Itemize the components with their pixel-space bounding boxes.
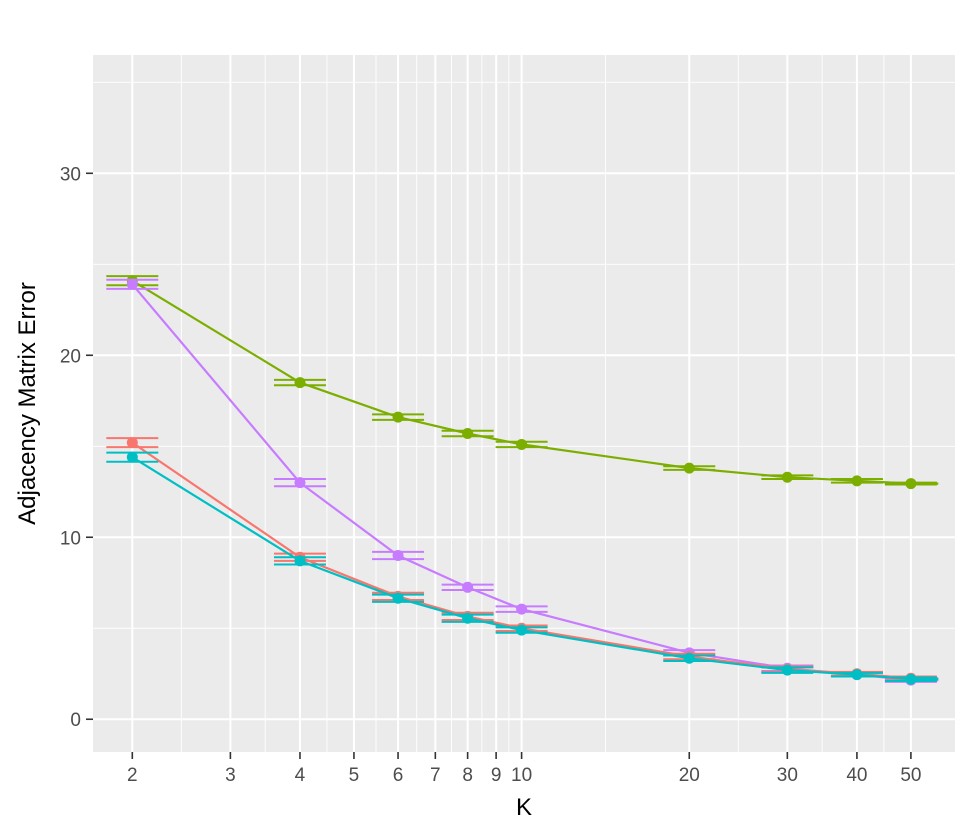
data-point: [294, 555, 306, 567]
series-line: [131, 279, 939, 485]
data-point: [781, 471, 793, 483]
data-point: [462, 581, 474, 593]
data-point: [683, 462, 695, 474]
x-tick-label: 9: [491, 765, 502, 786]
series-layer: [106, 275, 939, 686]
data-point: [126, 451, 138, 463]
x-tick-label: 3: [225, 765, 236, 786]
x-tick-label: 30: [777, 765, 798, 786]
data-point: [126, 437, 138, 449]
x-tick-label: 8: [462, 765, 473, 786]
x-tick-label: 6: [393, 765, 404, 786]
data-point: [462, 428, 474, 440]
data-point: [516, 438, 528, 450]
data-point: [781, 664, 793, 676]
x-tick-label: 4: [295, 765, 306, 786]
data-point: [851, 475, 863, 487]
x-tick-label: 7: [430, 765, 441, 786]
y-tick-label: 0: [70, 710, 81, 731]
data-point: [905, 673, 917, 685]
data-point: [392, 411, 404, 423]
data-point: [905, 478, 917, 490]
series-line: [131, 456, 939, 681]
x-tick-label: 10: [511, 765, 532, 786]
data-point: [516, 603, 528, 615]
data-point: [126, 278, 138, 290]
data-point: [294, 377, 306, 389]
y-tick-label: 20: [60, 346, 81, 367]
axis-ticks: [86, 172, 912, 759]
data-point: [392, 592, 404, 604]
x-tick-label: 40: [846, 765, 867, 786]
x-axis-title: K: [516, 794, 532, 821]
data-point: [683, 652, 695, 664]
data-point: [851, 669, 863, 681]
y-tick-label: 10: [60, 528, 81, 549]
tick-labels: 2 3 4 5 6 7 8 9 10 20 30 40 50 0 10 20 30: [60, 164, 922, 786]
x-tick-label: 50: [900, 765, 921, 786]
data-point: [516, 624, 528, 636]
plot-panel: [93, 55, 955, 752]
major-gridlines: [93, 55, 955, 752]
series-4: [106, 451, 939, 685]
data-point: [462, 612, 474, 624]
data-point: [392, 549, 404, 561]
data-point: [294, 477, 306, 489]
y-tick-label: 30: [60, 164, 81, 185]
y-axis-title: Adjacency Matrix Error: [14, 282, 41, 525]
x-tick-label: 2: [127, 765, 138, 786]
x-tick-label: 5: [349, 765, 360, 786]
x-tick-label: 20: [679, 765, 700, 786]
